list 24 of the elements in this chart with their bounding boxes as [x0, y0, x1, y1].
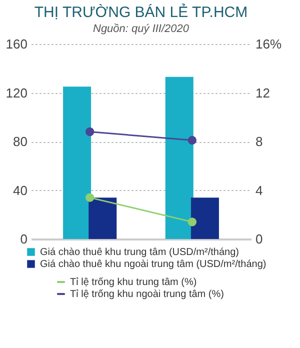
- y-tick-label: 160: [6, 36, 28, 52]
- point: [85, 193, 94, 202]
- legend-label: Giá chào thuê khu ngoài trung tâm (USD/m²/tháng): [40, 259, 266, 270]
- y2-tick-label: 0: [256, 232, 263, 246]
- y-tick-label: 40: [13, 182, 28, 198]
- chart-subtitle: Nguồn: quý III/2020: [92, 23, 190, 35]
- y-tick-label: 0: [20, 232, 28, 246]
- y-tick-label: 80: [13, 134, 28, 149]
- bar: [63, 86, 92, 239]
- legend-label: Tỉ lệ trống khu trung tâm (%): [70, 277, 197, 288]
- y2-tick-label: 16%: [256, 36, 282, 52]
- bar: [88, 198, 117, 239]
- bar: [190, 198, 219, 239]
- y-tick-label: 120: [6, 85, 28, 100]
- point: [188, 136, 197, 145]
- legend-label: Tỉ lệ trống khu ngoài trung tâm (%): [70, 289, 224, 300]
- y2-tick-label: 8: [256, 134, 263, 149]
- y2-tick-label: 4: [256, 182, 263, 198]
- y2-tick-label: 12: [256, 85, 270, 100]
- point: [85, 127, 94, 136]
- chart-title: THỊ TRƯỜNG BÁN LẺ TP.HCM: [34, 3, 248, 21]
- bar: [165, 76, 194, 239]
- point: [188, 218, 197, 226]
- legend-label: Giá chào thuê khu trung tâm (USD/m²/tháng): [40, 247, 239, 258]
